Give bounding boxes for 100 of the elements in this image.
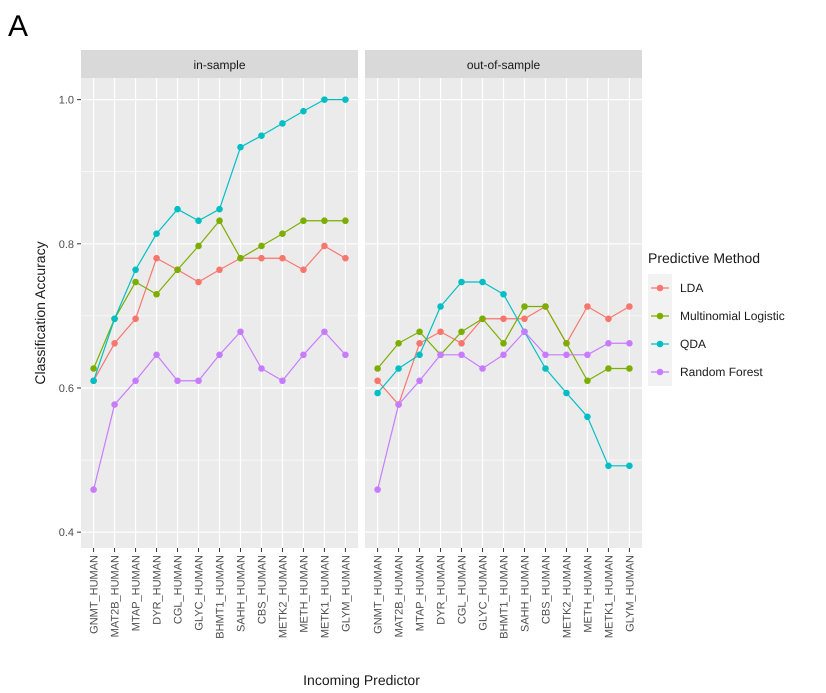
x-tick-label: GLYM_HUMAN [340, 554, 352, 632]
x-tick-label: MAT2B_HUMAN [110, 554, 122, 638]
point [132, 315, 139, 322]
point [458, 352, 465, 358]
point [626, 340, 633, 347]
x-tick-label: SAHH_HUMAN [519, 554, 532, 632]
point [479, 365, 486, 372]
point [321, 217, 328, 224]
point [542, 365, 549, 372]
point [342, 96, 349, 103]
point [458, 278, 465, 286]
point [395, 365, 402, 372]
point [174, 377, 181, 384]
point [342, 352, 349, 358]
point [563, 352, 570, 358]
x-tick-label: SAHH_HUMAN [235, 554, 248, 632]
legend-label: QDA [680, 337, 706, 351]
point [321, 96, 328, 103]
legend-label: Random Forest [680, 365, 764, 379]
point [279, 254, 286, 262]
y-tick-label: 1.0 [58, 94, 74, 107]
point [90, 486, 97, 493]
x-tick-label: MAT2B_HUMAN [394, 554, 406, 638]
point [605, 462, 612, 470]
point [416, 352, 423, 358]
point [153, 230, 160, 238]
point [416, 340, 423, 347]
x-tick-label: BHMT1_HUMAN [214, 554, 226, 639]
point [132, 266, 139, 274]
x-tick-label: MTAP_HUMAN [130, 554, 143, 632]
point [237, 144, 244, 150]
point [300, 217, 307, 224]
x-tick-label: CBS_HUMAN [256, 554, 268, 624]
point [374, 390, 381, 396]
point [216, 266, 223, 274]
x-tick-label: GLYC_HUMAN [194, 554, 206, 631]
legend-title: Predictive Method [648, 250, 760, 266]
point [437, 328, 444, 336]
point [153, 254, 160, 262]
point [542, 352, 549, 358]
point [300, 108, 307, 114]
point [258, 365, 265, 372]
x-tick-label: MTAP_HUMAN [414, 554, 427, 632]
point [626, 365, 633, 372]
point [500, 315, 507, 322]
x-tick-label: GLYM_HUMAN [624, 554, 636, 632]
point [216, 352, 223, 358]
chart-title: out-of-sample [466, 58, 541, 72]
point [321, 328, 328, 336]
point [195, 217, 202, 224]
point [90, 365, 97, 372]
point [521, 315, 528, 322]
point [584, 414, 591, 420]
point [153, 290, 160, 298]
y-tick-label: 0.8 [58, 238, 74, 251]
point [626, 462, 633, 470]
x-tick-label: METH_HUMAN [298, 554, 310, 633]
point [258, 132, 265, 139]
point [279, 230, 286, 238]
point [500, 340, 507, 347]
point [584, 303, 591, 310]
point [342, 217, 349, 224]
x-tick-label: METH_HUMAN [582, 554, 594, 633]
point [626, 303, 633, 310]
point [500, 290, 507, 298]
y-axis-title: Classification Accuracy [32, 241, 48, 385]
point [195, 278, 202, 286]
point [195, 377, 202, 384]
y-tick-label: 0.6 [58, 382, 74, 395]
x-tick-label: METK1_HUMAN [319, 554, 332, 638]
point [584, 352, 591, 358]
point [111, 401, 118, 408]
point [216, 206, 223, 212]
point [395, 340, 402, 347]
x-tick-label: GLYC_HUMAN [478, 554, 490, 631]
legend-label: Multinomial Logistic [680, 309, 785, 323]
legend-label: LDA [680, 281, 704, 295]
point [458, 328, 465, 336]
x-tick-label: METK2_HUMAN [277, 554, 290, 638]
point [216, 217, 223, 224]
point [479, 278, 486, 286]
x-tick-label: METK1_HUMAN [603, 554, 616, 638]
point [342, 254, 349, 262]
point [605, 365, 612, 372]
point [605, 340, 612, 347]
point [258, 254, 265, 262]
y-tick-label: 0.4 [58, 527, 74, 540]
point [584, 377, 591, 384]
x-tick-label: METK2_HUMAN [561, 554, 574, 638]
point [605, 315, 612, 322]
point [374, 486, 381, 493]
point [174, 206, 181, 212]
point [300, 352, 307, 358]
point [321, 242, 328, 250]
x-tick-label: DYR_HUMAN [436, 554, 448, 625]
x-tick-label: GNMT_HUMAN [88, 554, 101, 634]
point [416, 377, 423, 384]
point [374, 365, 381, 372]
point [458, 340, 465, 347]
x-tick-label: CGL_HUMAN [172, 554, 185, 624]
